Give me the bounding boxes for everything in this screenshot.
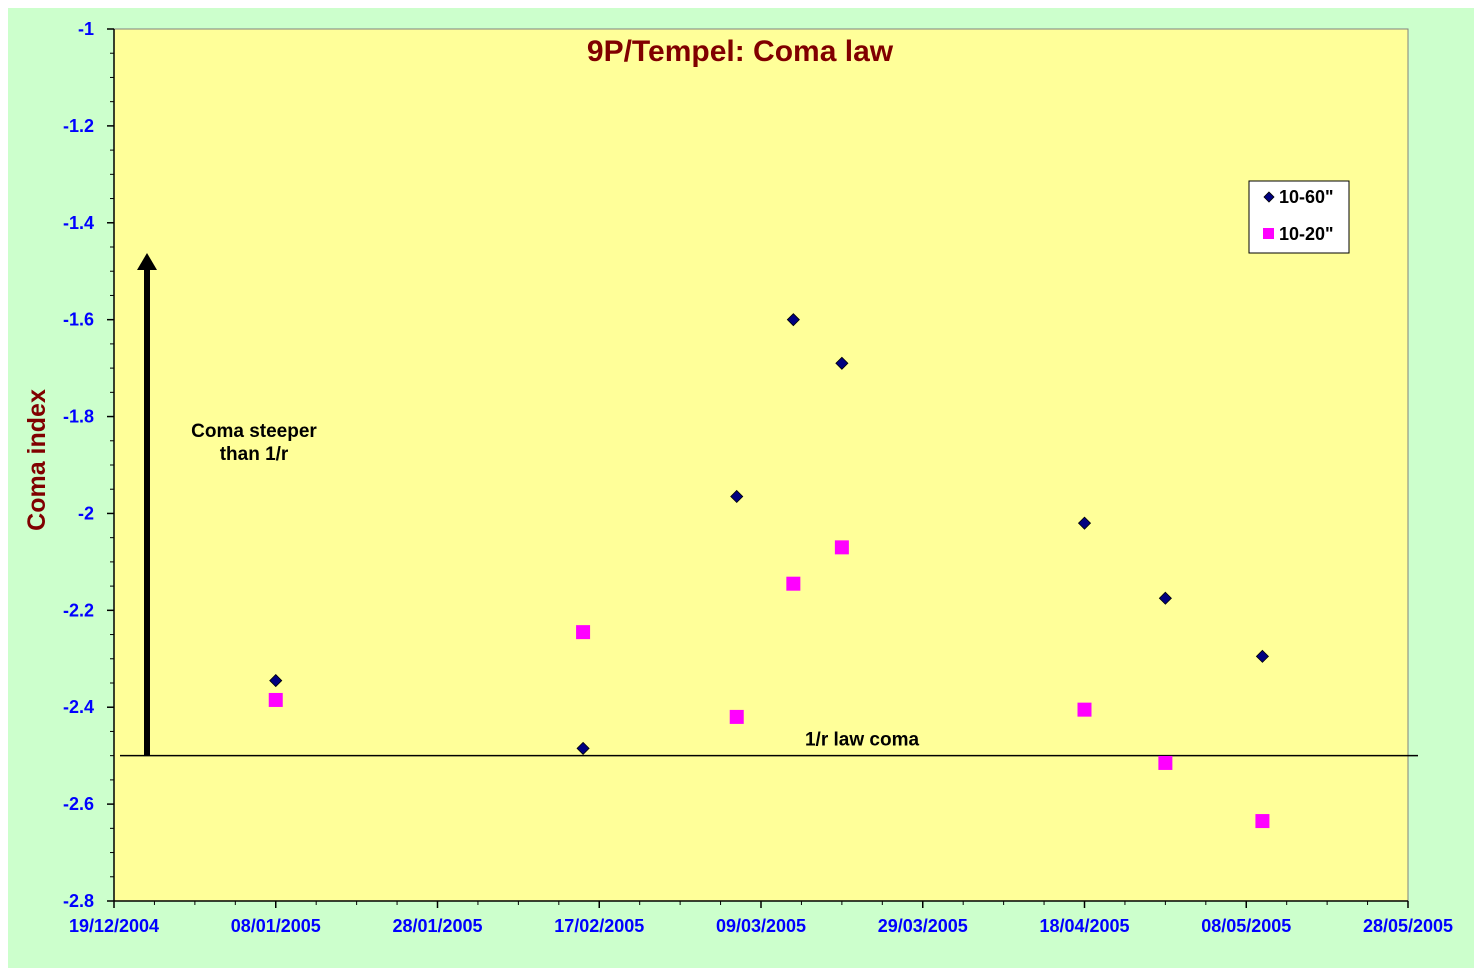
data-point-square — [1077, 702, 1092, 717]
x-tick-labels: 19/12/2004 08/01/2005 28/01/2005 17/02/2005… — [69, 916, 1453, 936]
x-tick-label: 28/05/2005 — [1363, 916, 1453, 936]
y-tick-label: -2.6 — [63, 794, 94, 814]
data-point-diamond — [269, 674, 283, 688]
data-point-square — [1255, 814, 1270, 829]
y-tick-label: -1.6 — [63, 310, 94, 330]
arrow-up-icon — [137, 253, 157, 270]
data-point-diamond — [786, 313, 800, 327]
y-tick-label: -1.2 — [63, 116, 94, 136]
reference-line-label: 1/r law coma — [805, 730, 919, 751]
x-tick-label: 19/12/2004 — [69, 916, 159, 936]
y-axis-ticks — [107, 28, 114, 902]
data-point-diamond — [576, 741, 590, 755]
x-tick-label: 28/01/2005 — [392, 916, 482, 936]
data-point-square — [1158, 755, 1173, 770]
y-tick-label: -1.4 — [63, 213, 94, 233]
y-tick-label: -2 — [78, 503, 94, 523]
legend-diamond-marker — [1263, 191, 1275, 203]
x-tick-label: 29/03/2005 — [878, 916, 968, 936]
data-point-square — [834, 540, 849, 555]
y-tick-label: -1.8 — [63, 407, 94, 427]
y-tick-labels: -1 -1.2 -1.4 -1.6 -1.8 -2 -2.2 -2.4 -2.6 -2.8 — [63, 19, 94, 911]
chart-title: 9P/Tempel: Coma law — [587, 35, 894, 68]
legend-label-series-1: 10-60" — [1279, 187, 1334, 207]
x-tick-label: 08/01/2005 — [231, 916, 321, 936]
arrow-label-line-1: Coma steeper — [191, 421, 317, 442]
data-point-diamond — [1158, 591, 1172, 605]
legend: 10-60" 10-20" — [1248, 180, 1350, 254]
y-tick-label: -2.4 — [63, 697, 94, 717]
y-tick-label: -1 — [78, 19, 94, 39]
data-point-square — [268, 692, 283, 707]
data-point-diamond — [835, 356, 849, 370]
legend-square-marker — [1263, 228, 1274, 239]
data-point-diamond — [730, 489, 744, 504]
x-axis-ticks — [113, 901, 1409, 908]
legend-label-series-2: 10-20" — [1279, 224, 1334, 244]
plot-area — [113, 28, 1409, 902]
steeper-arrow — [137, 253, 157, 756]
x-tick-label: 17/02/2005 — [554, 916, 644, 936]
data-points — [268, 313, 1270, 829]
arrow-label-line-2: than 1/r — [220, 444, 289, 465]
x-tick-label: 08/05/2005 — [1201, 916, 1291, 936]
data-point-diamond — [1255, 649, 1269, 663]
legend-box — [1248, 180, 1350, 254]
y-tick-label: -2.8 — [63, 891, 94, 911]
data-point-diamond — [1077, 516, 1092, 530]
y-tick-label: -2.2 — [63, 600, 94, 620]
data-point-square — [576, 625, 591, 640]
data-point-square — [729, 709, 744, 724]
data-point-square — [786, 576, 801, 591]
x-tick-label: 18/04/2005 — [1039, 916, 1129, 936]
x-tick-label: 09/03/2005 — [716, 916, 806, 936]
y-axis-label: Coma index — [23, 389, 51, 531]
